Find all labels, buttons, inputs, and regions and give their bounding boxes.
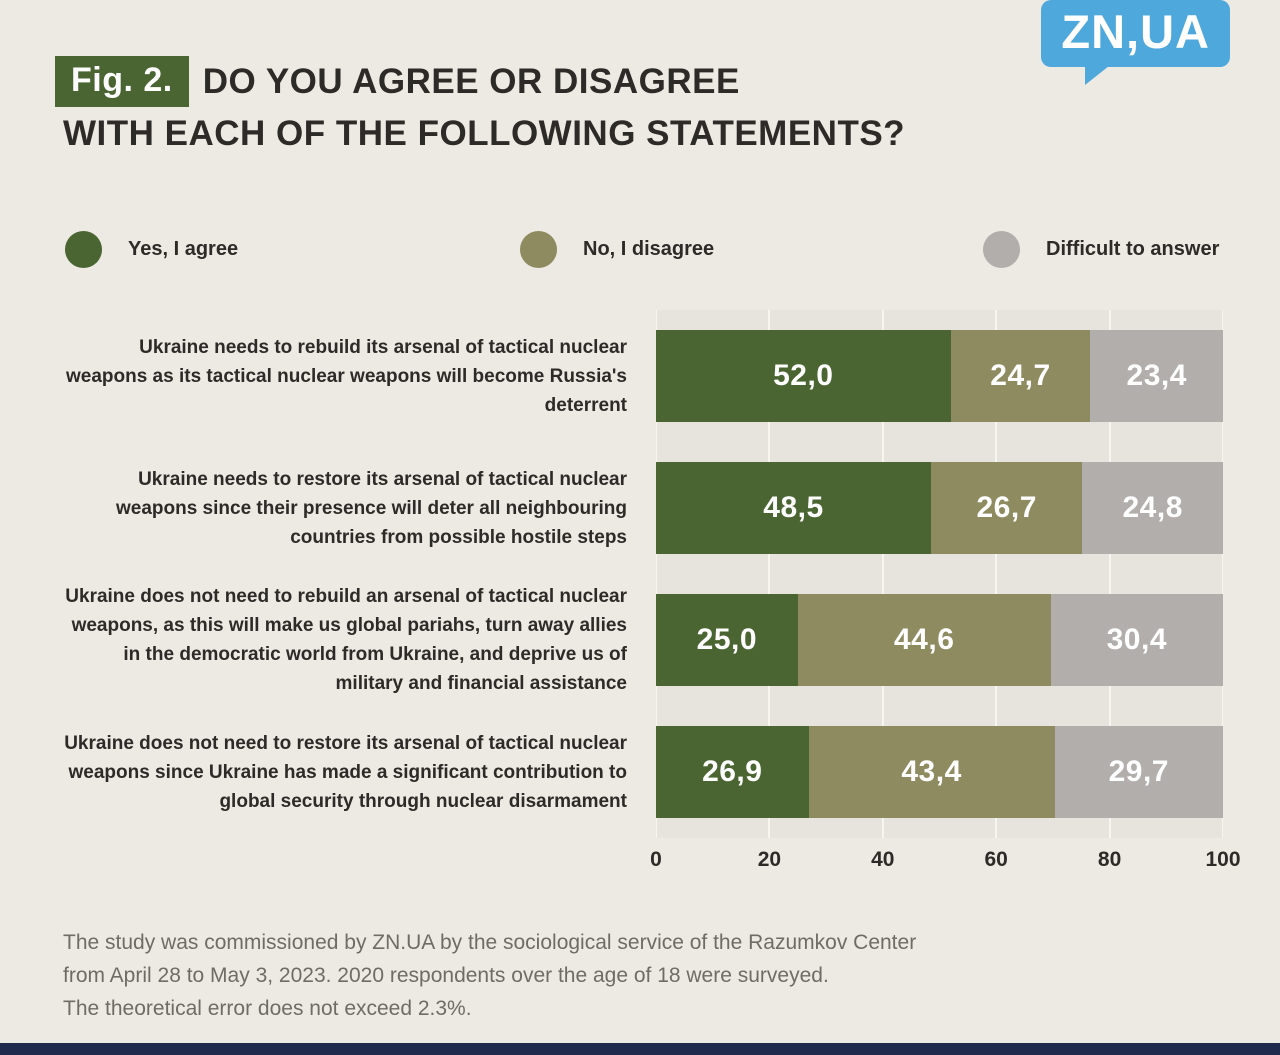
page-title-line1: DO YOU AGREE OR DISAGREE — [202, 61, 740, 101]
bar-row: 26,9 43,4 29,7 — [656, 706, 1223, 838]
bar-segment: 23,4 — [1090, 330, 1223, 422]
legend-swatch-circle — [520, 230, 557, 268]
stacked-bar: 52,0 24,7 23,4 — [656, 330, 1223, 422]
bar-segment: 29,7 — [1054, 726, 1223, 818]
bottom-strip — [0, 1043, 1280, 1055]
legend-swatch-circle — [983, 230, 1020, 268]
plot-wrap: 52,0 24,7 23,4 48,5 26,7 24,8 25,0 44,6 30,4 26,9… — [650, 310, 1241, 882]
category-labels: Ukraine needs to rebuild its arsenal of … — [55, 310, 627, 882]
footnote-line: The study was commissioned by ZN.UA by t… — [63, 931, 917, 954]
legend-label: No, I disagree — [583, 237, 715, 260]
category-label: Ukraine needs to rebuild its arsenal of … — [65, 336, 627, 416]
x-tick-label: 40 — [871, 848, 895, 871]
legend-swatch-circle — [65, 230, 102, 268]
znua-logo: ZN,UA — [1041, 0, 1230, 85]
category-label: Ukraine does not need to rebuild an arse… — [65, 586, 627, 694]
category-label: Ukraine does not need to restore its ars… — [64, 732, 627, 812]
legend-item: Difficult to answer — [983, 230, 1220, 268]
x-tick-label: 100 — [1205, 848, 1241, 871]
bar-segment: 48,5 — [656, 462, 931, 554]
title-row: Fig. 2. DO YOU AGREE OR DISAGREE — [55, 56, 1230, 107]
gridline — [995, 310, 998, 838]
page-title-line2: WITH EACH OF THE FOLLOWING STATEMENTS? — [63, 114, 906, 153]
x-axis: 0 20 40 60 80 100 — [650, 848, 1240, 882]
gridline — [1108, 310, 1111, 838]
footnote: The study was commissioned by ZN.UA by t… — [0, 926, 1280, 1025]
bar-row: 52,0 24,7 23,4 — [656, 310, 1223, 442]
x-tick-label: 0 — [650, 848, 662, 871]
bar-segment: 24,7 — [950, 330, 1091, 422]
x-tick-label: 60 — [984, 848, 1008, 871]
gridline — [656, 310, 657, 838]
bar-segment: 24,8 — [1082, 462, 1223, 554]
gridline — [768, 310, 771, 838]
footnote-line: from April 28 to May 3, 2023. 2020 respo… — [63, 964, 829, 987]
bar-segment: 43,4 — [808, 726, 1055, 818]
gridline — [881, 310, 884, 838]
figure-badge: Fig. 2. — [55, 56, 189, 107]
bar-segment: 52,0 — [656, 330, 951, 422]
stacked-bar: 26,9 43,4 29,7 — [656, 726, 1223, 818]
bar-segment: 30,4 — [1050, 594, 1223, 686]
legend-item: Yes, I agree — [65, 230, 520, 268]
bar-row: 25,0 44,6 30,4 — [656, 574, 1223, 706]
bar-segment: 26,9 — [656, 726, 809, 818]
x-tick-label: 20 — [757, 848, 782, 871]
chart: Ukraine needs to rebuild its arsenal of … — [0, 310, 1280, 882]
category-label: Ukraine needs to restore its arsenal of … — [115, 468, 627, 548]
bar-segment: 44,6 — [797, 594, 1051, 686]
legend-item: No, I disagree — [520, 230, 983, 268]
gridline — [1222, 310, 1223, 838]
stacked-bar: 48,5 26,7 24,8 — [656, 462, 1223, 554]
stacked-bar: 25,0 44,6 30,4 — [656, 594, 1223, 686]
plot-area: 52,0 24,7 23,4 48,5 26,7 24,8 25,0 44,6 30,4 26,9… — [656, 310, 1223, 838]
bar-row: 48,5 26,7 24,8 — [656, 442, 1223, 574]
header: Fig. 2. DO YOU AGREE OR DISAGREE WITH EA… — [0, 0, 1280, 154]
bar-segment: 25,0 — [656, 594, 798, 686]
legend-label: Difficult to answer — [1046, 237, 1220, 260]
legend: Yes, I agree No, I disagree Difficult to a… — [0, 230, 1280, 268]
footnote-line: The theoretical error does not exceed 2.… — [63, 997, 472, 1020]
legend-label: Yes, I agree — [128, 237, 239, 260]
znua-logo-text: ZN,UA — [1061, 5, 1210, 58]
bar-segment: 26,7 — [931, 462, 1083, 554]
x-tick-label: 80 — [1097, 848, 1122, 871]
